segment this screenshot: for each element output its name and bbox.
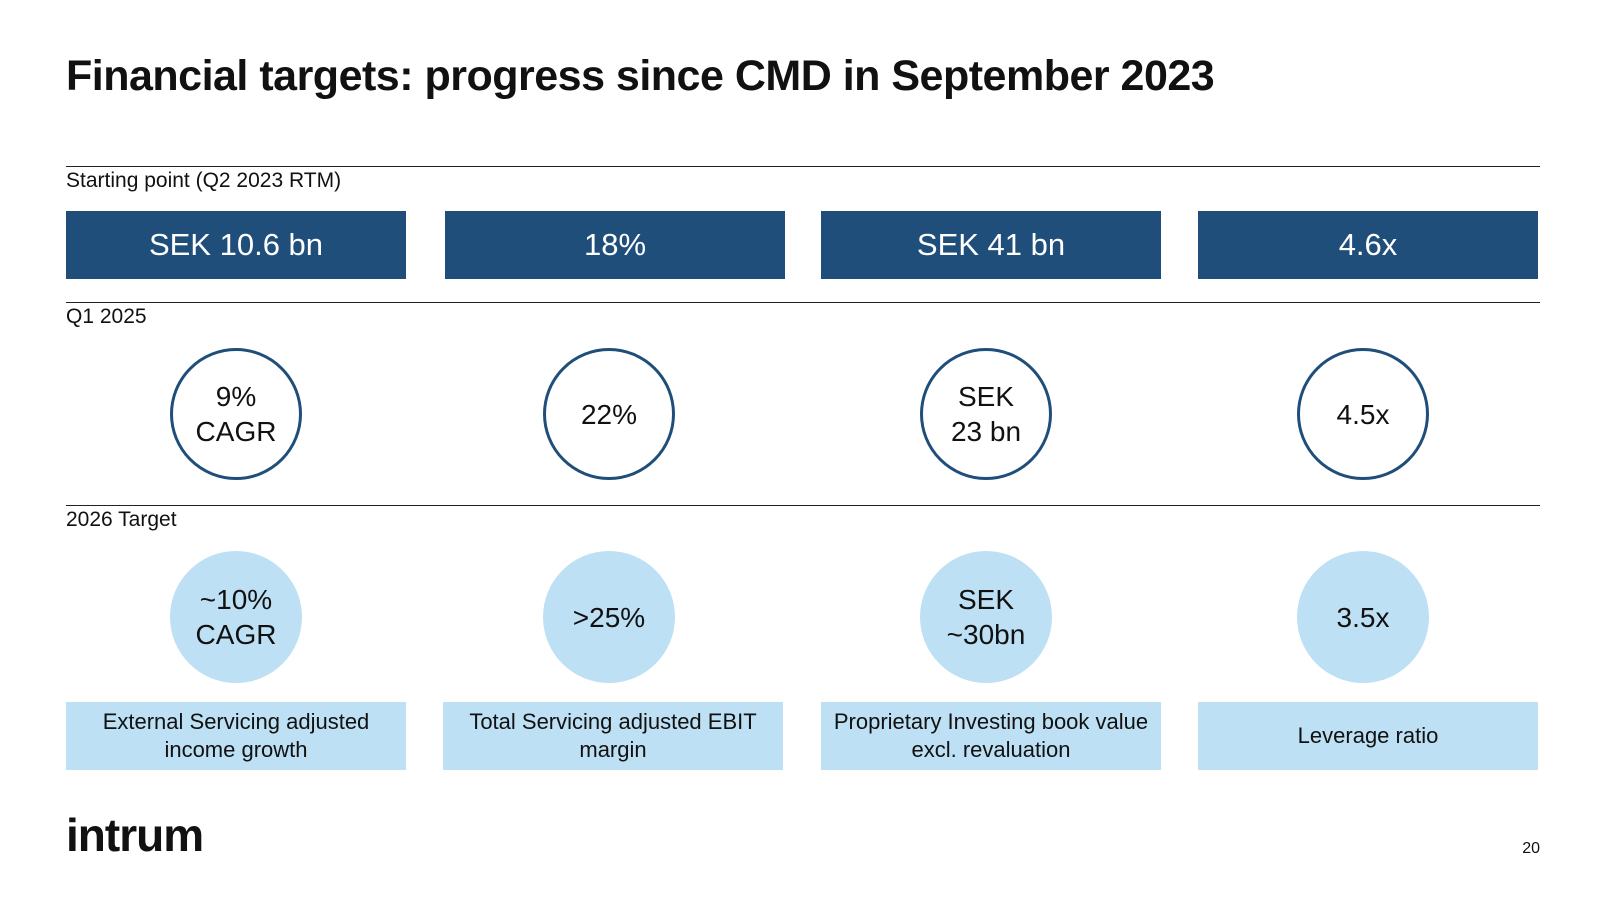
metric-label-ebit-margin: Total Servicing adjusted EBIT margin — [443, 702, 783, 770]
start-value-ebit-margin: 18% — [445, 211, 785, 279]
target-value-line: ~30bn — [946, 619, 1026, 650]
current-value-line: 9% — [215, 381, 257, 412]
page-title: Financial targets: progress since CMD in… — [66, 52, 1215, 100]
target-value-book-value: SEK ~30bn — [920, 551, 1052, 683]
current-value-line: 23 bn — [950, 416, 1022, 447]
current-value-line: SEK — [957, 381, 1015, 412]
metric-label-leverage: Leverage ratio — [1198, 702, 1538, 770]
current-value-leverage: 4.5x — [1297, 348, 1429, 480]
current-value-book-value: SEK 23 bn — [920, 348, 1052, 480]
target-value-line: >25% — [572, 601, 646, 633]
target-value-ebit-margin: >25% — [543, 551, 675, 683]
current-value-ebit-margin: 22% — [543, 348, 675, 480]
page-number: 20 — [1522, 840, 1540, 857]
target-value-leverage: 3.5x — [1297, 551, 1429, 683]
divider-line — [66, 505, 1540, 506]
target-value-line: 3.5x — [1336, 601, 1390, 633]
target-value-line: CAGR — [195, 619, 277, 650]
current-value-line: 4.5x — [1336, 398, 1390, 430]
metric-label-ext-servicing: External Servicing adjusted income growt… — [66, 702, 406, 770]
row-label-current: Q1 2025 — [66, 305, 147, 328]
divider-line — [66, 166, 1540, 167]
metric-label-book-value: Proprietary Investing book value excl. r… — [821, 702, 1161, 770]
current-value-line: 22% — [580, 398, 638, 430]
target-value-line: SEK — [957, 584, 1015, 615]
current-value-ext-servicing: 9% CAGR — [170, 348, 302, 480]
start-value-leverage: 4.6x — [1198, 211, 1538, 279]
start-value-book-value: SEK 41 bn — [821, 211, 1161, 279]
target-value-ext-servicing: ~10% CAGR — [170, 551, 302, 683]
intrum-logo: intrum — [66, 809, 204, 861]
row-label-target: 2026 Target — [66, 508, 177, 531]
row-label-starting-point: Starting point (Q2 2023 RTM) — [66, 169, 342, 192]
divider-line — [66, 302, 1540, 303]
current-value-line: CAGR — [195, 416, 277, 447]
target-value-line: ~10% — [199, 584, 273, 615]
start-value-ext-servicing: SEK 10.6 bn — [66, 211, 406, 279]
